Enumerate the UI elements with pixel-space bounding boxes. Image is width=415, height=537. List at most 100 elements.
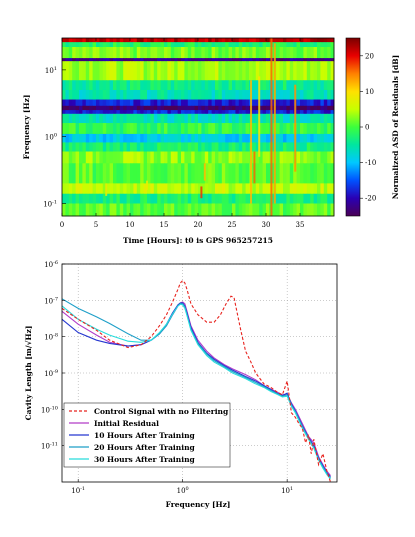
heatmap-cell [225,142,229,152]
heatmap-cell [116,105,121,111]
heatmap-cell [279,42,284,48]
heatmap-cell [119,142,124,152]
heatmap-cell [140,89,144,100]
heatmap-cell [113,151,117,164]
heatmap-cell [82,38,87,43]
heatmap-cell [62,113,66,124]
heatmap-cell [157,133,161,143]
heatmap-cell [143,61,148,81]
heatmap-cell [201,89,206,100]
heatmap-cell [92,203,97,217]
heatmap-cell [106,203,110,217]
heatmap-cell [317,163,321,184]
x-tick-label: 20 [194,221,203,229]
heatmap-cell [184,61,189,81]
heatmap-cell [106,47,110,59]
heatmap-cell [310,58,314,62]
heatmap-cell [228,133,233,143]
heatmap-cell [255,38,260,43]
heatmap-cell [68,193,73,204]
heatmap-cell [65,89,70,100]
heatmap-cell [160,105,165,111]
heatmap-cell [211,183,216,195]
heatmap-cell [259,99,263,107]
heatmap-cell [187,163,192,184]
heatmap-cell [89,203,93,217]
heatmap-cell [143,133,148,143]
heatmap-cell [208,193,212,204]
heatmap-cell [252,123,257,135]
y-tick-label: 10-8 [44,333,58,342]
heatmap-cell [238,99,243,107]
heatmap-cell [228,151,233,164]
heatmap-cell [296,80,301,91]
heatmap-cell [68,183,73,195]
heatmap-cell [320,151,325,164]
heatmap-cell [235,38,240,43]
heatmap-cell [170,110,175,115]
heatmap-cell [320,203,325,217]
heatmap-cell [327,61,331,81]
heatmap-cell [140,183,144,195]
heatmap-cell [327,47,331,59]
heatmap-cell [109,61,114,81]
heatmap-cell [255,203,260,217]
heatmap-cell [279,58,284,62]
heatmap-cell [143,193,148,204]
heatmap-cell [276,163,280,184]
heatmap-cell [123,193,127,204]
heatmap-cell [276,99,280,107]
heatmap-cell [238,105,243,111]
heatmap-cell [238,163,243,184]
heatmap-cell [262,123,267,135]
heatmap-cell [79,58,83,62]
heatmap-cell [181,47,185,59]
heatmap-cell [102,58,107,62]
heatmap-cell [208,142,212,152]
heatmap-cell [123,89,127,100]
heatmap-cell [119,105,124,111]
heatmap-cell [157,105,161,111]
heatmap-cell [330,58,335,62]
heatmap-cell [221,89,226,100]
heatmap-cell [116,89,121,100]
heatmap-cell [235,89,240,100]
heatmap-cell [102,123,107,135]
heatmap-cell [123,99,127,107]
heatmap-cell [143,99,148,107]
heatmap-cell [72,58,76,62]
heatmap-cell [283,113,287,124]
heatmap-cell [201,80,206,91]
heatmap-cell [99,193,104,204]
heatmap-cell [126,203,131,217]
heatmap-cell [245,80,250,91]
heatmap-cell [238,89,243,100]
heatmap-cell [225,203,229,217]
heatmap-cell [167,183,172,195]
heatmap-cell [286,142,291,152]
heatmap-cell [218,151,223,164]
heatmap-cell [187,113,192,124]
heatmap-cell [198,113,202,124]
heatmap-cell [306,123,311,135]
heatmap-cell [143,163,148,184]
heatmap-cell [147,80,151,91]
heatmap-cell [160,193,165,204]
heatmap-cell [228,38,233,43]
heatmap-cell [262,42,267,48]
heatmap-cell [102,142,107,152]
heatmap-cell [150,99,155,107]
heatmap-cell [177,42,182,48]
heatmap-cell [153,183,158,195]
heatmap-cell [72,113,76,124]
heatmap-cell [198,193,202,204]
heatmap-cell [279,142,284,152]
heatmap-cell [215,163,219,184]
heatmap-cell [330,61,335,81]
spectrogram-y-label: Frequency [Hz] [22,95,31,160]
heatmap-cell [283,47,287,59]
heatmap-cell [102,203,107,217]
heatmap-cell [157,61,161,81]
heatmap-cell [303,113,308,124]
heatmap-cell [276,133,280,143]
